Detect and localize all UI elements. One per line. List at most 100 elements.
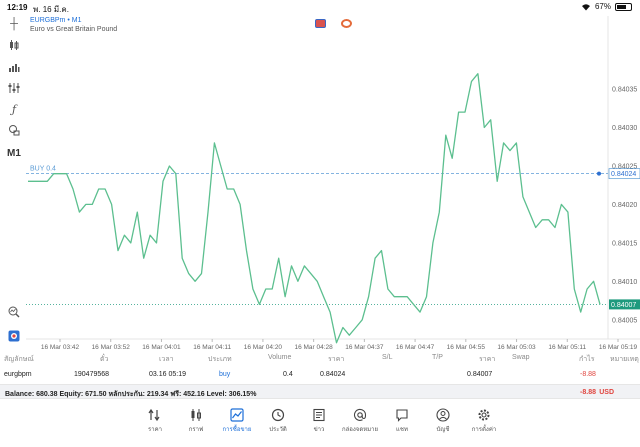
tab-quotes-label: ราคา: [148, 427, 162, 433]
trade-chart-icon: [230, 408, 244, 422]
history-icon: [271, 408, 285, 422]
x-tick-label: 16 Mar 05:11: [548, 344, 586, 351]
col-comment: หมายเหตุ: [610, 356, 639, 363]
x-tick-label: 16 Mar 04:47: [396, 344, 435, 351]
y-tick-label: 0.84035: [612, 87, 637, 94]
account-summary: Balance: 680.38 Equity: 671.50 หลักประกั…: [0, 384, 640, 399]
one-click-trading-icon[interactable]: [6, 328, 22, 344]
date: พ. 16 มี.ค.: [33, 5, 69, 14]
order-price-tag-text: 0.84024: [611, 171, 636, 178]
x-tick-label: 16 Mar 05:03: [497, 344, 536, 351]
tab-account[interactable]: บัญชี: [423, 408, 463, 434]
news-icon: [313, 408, 325, 422]
tab-chart-label: กราฟ: [188, 427, 204, 433]
timeframe-button[interactable]: M1: [7, 147, 21, 159]
function-icon[interactable]: ƒ: [11, 102, 17, 116]
current-price-tag: [609, 299, 640, 310]
x-tick-label: 16 Mar 04:20: [244, 344, 283, 351]
x-tick-label: 16 Mar 04:01: [142, 344, 181, 351]
x-tick-label: 16 Mar 04:55: [447, 344, 486, 351]
status-bar: 12:19 พ. 16 มี.ค. 67%: [0, 0, 640, 14]
col-type: ประเภท: [208, 356, 232, 363]
x-tick-label: 16 Mar 04:28: [294, 344, 333, 351]
positions-header: สัญลักษณ์ ตั๋ว เวลา ประเภท Volume ราคา S…: [0, 351, 640, 365]
y-axis: 0.84035 0.84030 0.84025 0.84020 0.84015 0.840…: [612, 87, 637, 325]
sliders-icon[interactable]: [6, 80, 22, 96]
x-axis: 16 Mar 03:42 16 Mar 03:52 16 Mar 04:01 16 M…: [41, 339, 638, 351]
col-profit: กำไร: [579, 356, 595, 363]
at-icon: [353, 408, 367, 421]
tab-news[interactable]: ข่าว: [299, 408, 339, 434]
battery-percent: 67%: [594, 2, 611, 11]
col-time: เวลา: [159, 356, 174, 363]
x-tick-label: 16 Mar 04:37: [345, 344, 384, 351]
position-open-price: 0.84024: [320, 371, 346, 378]
col-sl: S/L: [382, 354, 393, 361]
crosshair-icon[interactable]: ┼: [10, 18, 18, 30]
col-swap: Swap: [512, 354, 530, 361]
position-row[interactable]: eurgbpm 190479568 03.16 05:19 buy 0.4 0.…: [0, 367, 640, 383]
tab-account-label: บัญชี: [436, 427, 450, 433]
status-indicators: 67%: [581, 2, 632, 11]
tab-mailbox-label: กล่องจดหมาย: [341, 427, 379, 433]
col-tp: T/P: [432, 354, 443, 361]
clock: 12:19: [7, 3, 28, 12]
x-tick-label: 16 Mar 03:52: [92, 344, 131, 351]
price-chart[interactable]: 0.84035 0.84030 0.84025 0.84020 0.84015 0.840…: [0, 0, 640, 352]
order-line-label: BUY 0.4: [30, 166, 56, 173]
col-open-price: ราคา: [328, 356, 345, 363]
chart-header: EURGBPm • M1 Euro vs Great Britain Pound: [30, 16, 117, 34]
col-volume: Volume: [268, 354, 292, 361]
current-price-tag-text: 0.84007: [611, 302, 636, 309]
balance-text: Balance: 680.38 Equity: 671.50 หลักประกั…: [5, 391, 257, 398]
y-tick-label: 0.84020: [612, 202, 637, 209]
position-current-price: 0.84007: [467, 371, 493, 378]
y-tick-label: 0.84015: [612, 240, 637, 247]
chart-toolbar: ┼ ƒ M1: [0, 14, 26, 344]
bottom-tab-bar: ราคา กราฟ การซื้อขาย ประวัติ ข่าว กล่องจ…: [0, 400, 640, 447]
flag-icon[interactable]: [315, 19, 326, 28]
y-tick-label: 0.84025: [612, 163, 637, 170]
zoom-icon[interactable]: [6, 304, 22, 320]
tab-mailbox[interactable]: กล่องจดหมาย: [340, 408, 380, 434]
broker-icon[interactable]: [341, 19, 352, 28]
y-tick-label: 0.84010: [612, 279, 637, 286]
position-volume: 0.4: [283, 371, 293, 378]
tab-chart[interactable]: กราฟ: [176, 408, 216, 434]
position-symbol: eurgbpm: [4, 371, 32, 378]
col-price: ราคา: [479, 356, 496, 363]
tab-settings[interactable]: การตั้งค่า: [464, 408, 504, 434]
y-tick-label: 0.84030: [612, 125, 637, 132]
tab-chat[interactable]: แชท: [382, 408, 422, 434]
account-icon: [436, 408, 450, 422]
chat-icon: [396, 409, 408, 422]
symbol-description: Euro vs Great Britain Pound: [30, 26, 118, 33]
position-ticket: 190479568: [74, 371, 110, 378]
arrows-updown-icon: [148, 408, 160, 422]
order-price-tag: [608, 168, 640, 180]
tab-trade[interactable]: การซื้อขาย: [217, 408, 257, 434]
objects-icon[interactable]: [6, 122, 22, 138]
tab-history[interactable]: ประวัติ: [258, 408, 298, 434]
position-type: buy: [219, 371, 231, 378]
col-ticket: ตั๋ว: [100, 356, 109, 363]
tab-settings-label: การตั้งค่า: [471, 427, 497, 433]
x-tick-label: 16 Mar 04:11: [193, 344, 231, 351]
tab-history-label: ประวัติ: [269, 427, 287, 433]
candlestick-icon: [191, 409, 201, 421]
indicators-icon[interactable]: [6, 59, 22, 75]
total-profit: -8.88: [580, 389, 596, 396]
chart-type-icon[interactable]: [6, 37, 22, 53]
settings-icon: [478, 409, 490, 421]
battery-icon: [615, 2, 632, 11]
wifi-icon: [581, 3, 590, 10]
x-tick-label: 16 Mar 03:42: [41, 344, 80, 351]
position-time: 03.16 05:19: [149, 371, 186, 378]
tab-chat-label: แชท: [396, 427, 408, 433]
tab-quotes[interactable]: ราคา: [135, 408, 175, 434]
symbol-timeframe[interactable]: EURGBPm • M1: [30, 17, 82, 24]
position-profit: -8.88: [580, 371, 596, 378]
battery-level: [617, 4, 626, 9]
currency: USD: [599, 389, 614, 396]
order-marker[interactable]: [597, 171, 601, 176]
